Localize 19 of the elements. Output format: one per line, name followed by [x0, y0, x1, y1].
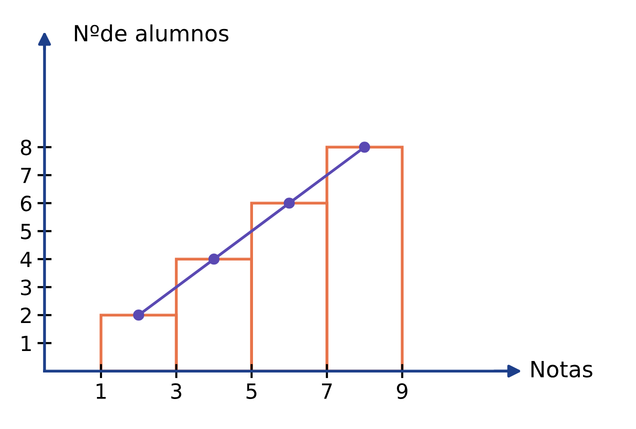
x-tick-label: 3: [171, 383, 182, 400]
y-tick-label: 4: [20, 252, 32, 268]
y-tick-label: 8: [20, 140, 32, 156]
y-tick-label: 7: [21, 168, 31, 184]
point: [284, 198, 295, 209]
y-tick-label: 6: [20, 196, 32, 212]
x-tick-label: 1: [96, 384, 106, 399]
x-tick-label: 9: [396, 383, 408, 400]
y-axis-title: Nºde alumnos: [74, 24, 228, 42]
point: [133, 310, 144, 321]
y-tick-label: 3: [21, 280, 32, 296]
y-tick-label: 1: [22, 336, 31, 352]
point: [359, 142, 370, 153]
y-tick-label: 2: [20, 308, 31, 324]
x-axis-title: Notas: [531, 361, 592, 378]
x-tick-label: 5: [246, 384, 256, 400]
point: [208, 254, 220, 265]
y-tick-label: 5: [21, 224, 31, 240]
x-tick-label: 7: [322, 384, 332, 399]
